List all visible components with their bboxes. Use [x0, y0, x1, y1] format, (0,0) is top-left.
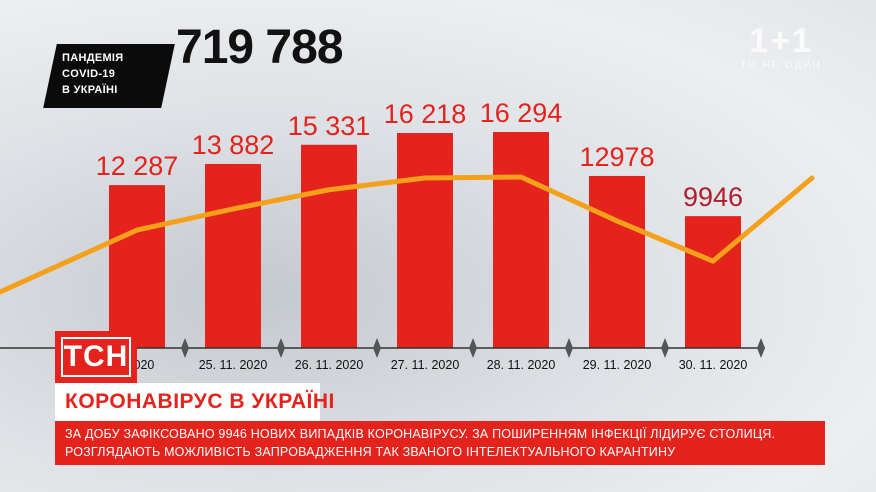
- badge-line-3: В УКРАЇНІ: [62, 84, 118, 96]
- x-tick-mark-3: [469, 338, 477, 358]
- tsn-logo: ТСН: [55, 331, 137, 383]
- total-cases: 719 788: [176, 21, 344, 74]
- badge-line-1: ПАНДЕМІЯ: [62, 52, 124, 64]
- value-label-5: 12978: [579, 142, 654, 172]
- bar-2: [301, 144, 357, 348]
- value-label-3: 16 218: [384, 99, 467, 129]
- trend-line: [0, 174, 815, 295]
- bar-0: [109, 185, 165, 348]
- x-tick-mark-4: [565, 338, 573, 358]
- headline-bar: КОРОНАВІРУС В УКРАЇНІ: [55, 383, 334, 421]
- x-tick-mark-2: [373, 338, 381, 358]
- value-label-6: 9946: [683, 182, 743, 212]
- value-label-2: 15 331: [288, 111, 371, 141]
- bar-4: [493, 131, 549, 348]
- headline: КОРОНАВІРУС В УКРАЇНІ: [65, 390, 335, 413]
- tsn-logo-text: ТСН: [61, 337, 131, 377]
- x-tick-label-4: 28. 11. 2020: [487, 358, 556, 372]
- channel-logo-slogan: ТИ НЕ ОДИН: [740, 60, 822, 71]
- channel-1plus1-logo: 1+1 ТИ НЕ ОДИН: [738, 24, 824, 76]
- x-tick-label-2: 26. 11. 2020: [295, 358, 364, 372]
- bar-1: [205, 163, 261, 348]
- value-label-4: 16 294: [480, 98, 563, 128]
- x-tick-label-1: 25. 11. 2020: [199, 358, 268, 372]
- covid-badge-text: ПАНДЕМІЯ COVID-19 В УКРАЇНІ: [62, 50, 152, 98]
- x-tick-mark-5: [661, 338, 669, 358]
- channel-logo-mark: 1+1: [749, 22, 813, 60]
- bar-3: [397, 132, 453, 348]
- x-tick-mark-1: [277, 338, 285, 358]
- x-tick-mark-6: [757, 338, 765, 358]
- value-label-1: 13 882: [192, 130, 275, 160]
- bar-5: [589, 175, 645, 348]
- news-ticker-bar: ЗА ДОБУ ЗАФІКСОВАНО 9946 НОВИХ ВИПАДКІВ …: [55, 421, 825, 465]
- news-ticker-text: ЗА ДОБУ ЗАФІКСОВАНО 9946 НОВИХ ВИПАДКІВ …: [65, 427, 776, 459]
- x-tick-mark-0: [181, 338, 189, 358]
- x-tick-label-3: 27. 11. 2020: [391, 358, 460, 372]
- value-label-0: 12 287: [96, 151, 179, 181]
- bar-6: [685, 216, 741, 348]
- x-tick-label-5: 29. 11. 2020: [583, 358, 652, 372]
- x-tick-label-6: 30. 11. 2020: [679, 358, 748, 372]
- badge-line-2: COVID-19: [62, 68, 116, 80]
